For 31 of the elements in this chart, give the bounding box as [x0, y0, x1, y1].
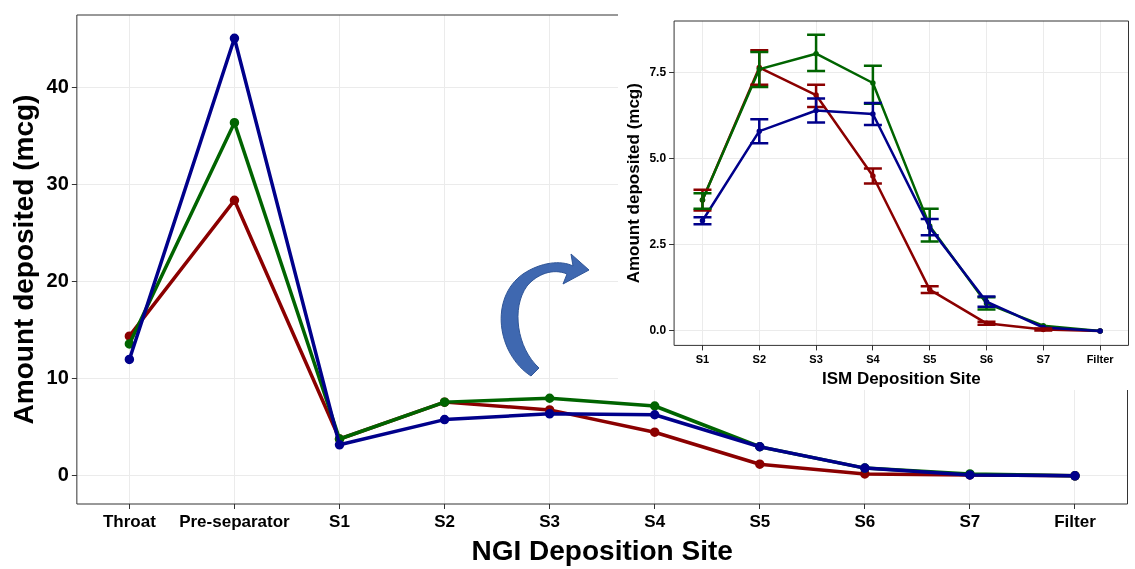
x-tick-label: S7 — [1036, 353, 1051, 366]
x-tick-label: S1 — [695, 353, 710, 366]
x-tick-label: Pre-separator — [179, 511, 291, 531]
y-axis-title: Amount deposited (mcg) — [7, 94, 39, 425]
x-tick-label: S2 — [752, 353, 767, 366]
y-tick-label: 0 — [57, 463, 69, 486]
x-tick-label: Filter — [1054, 511, 1097, 531]
x-tick-label: S7 — [959, 511, 981, 531]
y-tick-label: 20 — [46, 269, 69, 292]
x-tick-label: S6 — [854, 511, 876, 531]
y-tick-label: 2.5 — [649, 237, 667, 252]
x-tick-label: S5 — [922, 353, 937, 366]
x-axis-title: ISM Deposition Site — [821, 369, 981, 389]
y-tick-label: 0.0 — [649, 323, 667, 338]
x-tick-label: S5 — [749, 511, 771, 531]
x-axis-title: NGI Deposition Site — [471, 534, 733, 566]
y-tick-label: 30 — [46, 172, 69, 195]
y-tick-label: 10 — [46, 366, 69, 389]
y-tick-label: 7.5 — [649, 64, 667, 79]
y-axis-title: Amount deposited (mcg) — [623, 83, 643, 284]
x-tick-label: S3 — [539, 511, 561, 531]
x-tick-label: Throat — [102, 511, 157, 531]
x-tick-label: S2 — [434, 511, 455, 531]
x-tick-label: Filter — [1086, 353, 1115, 366]
x-tick-label: S6 — [979, 353, 994, 366]
x-tick-label: S4 — [644, 511, 666, 531]
y-tick-label: 40 — [46, 75, 69, 98]
x-tick-label: S1 — [329, 511, 350, 531]
y-tick-label: 5.0 — [649, 151, 667, 166]
x-tick-label: S3 — [809, 353, 823, 366]
x-tick-label: S4 — [866, 353, 881, 366]
